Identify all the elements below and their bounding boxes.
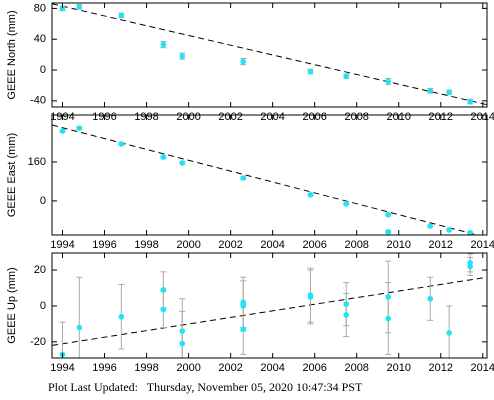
x-tick-label: 1996 <box>92 362 116 374</box>
y-tick-label: 20 <box>34 264 46 276</box>
x-tick-label: 1998 <box>134 362 158 374</box>
data-point <box>240 58 247 65</box>
x-tick-label: 1994 <box>50 239 74 251</box>
data-point <box>467 230 473 235</box>
x-tick-label: 2014 <box>471 239 494 251</box>
data-point <box>385 294 392 300</box>
y-tick-label: -20 <box>30 336 46 348</box>
footer: Plot Last Updated: Thursday, November 05… <box>48 380 363 394</box>
x-tick-label: 2002 <box>218 239 242 251</box>
data-point <box>160 306 167 313</box>
data-point <box>467 98 473 105</box>
data-point <box>76 324 83 331</box>
data-point <box>385 78 392 85</box>
plot-frame <box>51 2 488 108</box>
data-point <box>343 312 350 318</box>
x-tick-label: 2000 <box>176 239 200 251</box>
plot-area <box>52 124 480 235</box>
x-tick-label: 2006 <box>302 362 326 374</box>
data-point <box>179 340 186 347</box>
data-point <box>179 53 186 59</box>
data-point <box>240 303 247 309</box>
x-tick-label: 2014 <box>471 111 494 123</box>
x-tick-label: 2004 <box>260 239 284 251</box>
x-tick-label: 2000 <box>176 362 200 374</box>
data-point <box>76 4 83 10</box>
y-tick-label: 0 <box>40 300 46 312</box>
data-point <box>76 125 83 131</box>
x-tick-label: 2014 <box>471 362 494 374</box>
x-tick-label: 2012 <box>429 362 453 374</box>
data-point <box>307 192 314 198</box>
x-tick-label: 2008 <box>344 239 368 251</box>
data-point <box>160 154 167 160</box>
trend-line <box>52 3 487 106</box>
plot-area <box>52 253 487 358</box>
plot-area <box>52 3 487 106</box>
data-point <box>118 141 125 147</box>
data-point <box>467 263 473 270</box>
data-point <box>446 89 452 96</box>
data-point <box>446 227 452 233</box>
data-point <box>427 88 434 94</box>
x-tick-label: 2008 <box>344 362 368 374</box>
y-tick-label: 0 <box>40 195 46 207</box>
data-point <box>446 330 452 336</box>
y-tick-label: -40 <box>30 95 46 107</box>
data-point <box>307 68 314 75</box>
plot-frame <box>51 114 488 236</box>
x-tick-label: 2010 <box>386 239 410 251</box>
data-point <box>385 229 392 235</box>
data-point <box>385 211 392 218</box>
y-tick-label: 80 <box>34 2 46 14</box>
data-point <box>118 12 125 19</box>
plot-frame <box>51 252 488 359</box>
data-point <box>179 328 186 334</box>
y-axis-label: GEEE East (mm) <box>6 133 18 217</box>
data-point <box>343 73 350 79</box>
x-tick-label: 1994 <box>50 362 74 374</box>
y-tick-label: 0 <box>40 64 46 76</box>
data-point <box>240 175 247 181</box>
x-tick-label: 2002 <box>218 362 242 374</box>
data-point <box>343 201 350 207</box>
x-tick-label: 1996 <box>92 239 116 251</box>
x-tick-label: 2006 <box>302 239 326 251</box>
y-axis-label: GEEE North (mm) <box>6 10 18 99</box>
data-point <box>59 128 66 134</box>
y-tick-label: 40 <box>34 33 46 45</box>
x-tick-label: 2004 <box>260 362 284 374</box>
y-tick-label: 160 <box>28 156 46 168</box>
data-point <box>160 286 167 293</box>
trend-line <box>52 276 487 346</box>
data-point <box>160 41 167 48</box>
data-point <box>343 301 350 307</box>
trend-line <box>52 124 480 235</box>
data-point <box>427 223 434 229</box>
data-point <box>118 313 125 320</box>
data-point <box>59 5 66 12</box>
data-point <box>179 160 186 166</box>
data-point <box>240 326 247 333</box>
x-tick-label: 1998 <box>134 239 158 251</box>
data-point <box>385 315 392 322</box>
data-point <box>427 295 434 302</box>
x-tick-label: 2010 <box>386 362 410 374</box>
data-point <box>307 294 314 300</box>
y-axis-label: GEEE Up (mm) <box>6 267 18 343</box>
x-tick-label: 2012 <box>429 239 453 251</box>
